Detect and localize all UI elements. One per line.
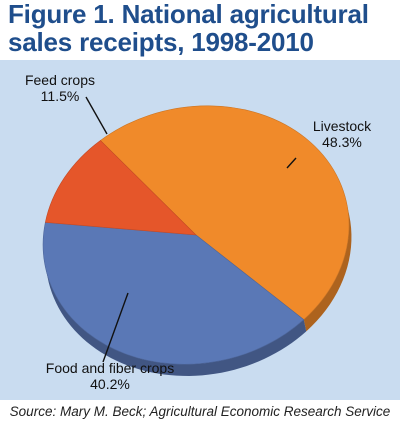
leader-livestock: [286, 157, 297, 169]
label-feed: Feed crops 11.5%: [10, 72, 110, 104]
title-line-2: sales receipts, 1998-2010: [8, 27, 314, 57]
title-line-1: Figure 1. National agricultural: [8, 0, 369, 29]
chart-title: Figure 1. National agricultural sales re…: [8, 0, 398, 56]
leader-feed: [85, 96, 108, 135]
label-feed-value: 11.5%: [40, 88, 80, 104]
pie-chart: [42, 96, 352, 376]
label-livestock-value: 48.3%: [322, 134, 362, 150]
pie-side-0-0: [303, 203, 352, 332]
leader-food-fiber: [102, 292, 129, 363]
pie-slice-food-fiber: [42, 222, 305, 365]
label-livestock-name: Livestock: [312, 118, 372, 134]
pie-slice-livestock: [99, 105, 350, 320]
label-food-fiber-name: Food and fiber crops: [45, 360, 175, 376]
source-note: Source: Mary M. Beck; Agricultural Econo…: [9, 404, 391, 419]
label-feed-name: Feed crops: [24, 72, 96, 88]
label-livestock: Livestock 48.3%: [292, 118, 392, 150]
pie-slice-feed: [44, 140, 197, 236]
pie-group: [42, 105, 352, 376]
label-food-fiber: Food and fiber crops 40.2%: [10, 360, 210, 392]
pie-side-1-0: [46, 270, 307, 376]
label-food-fiber-value: 40.2%: [90, 376, 130, 392]
